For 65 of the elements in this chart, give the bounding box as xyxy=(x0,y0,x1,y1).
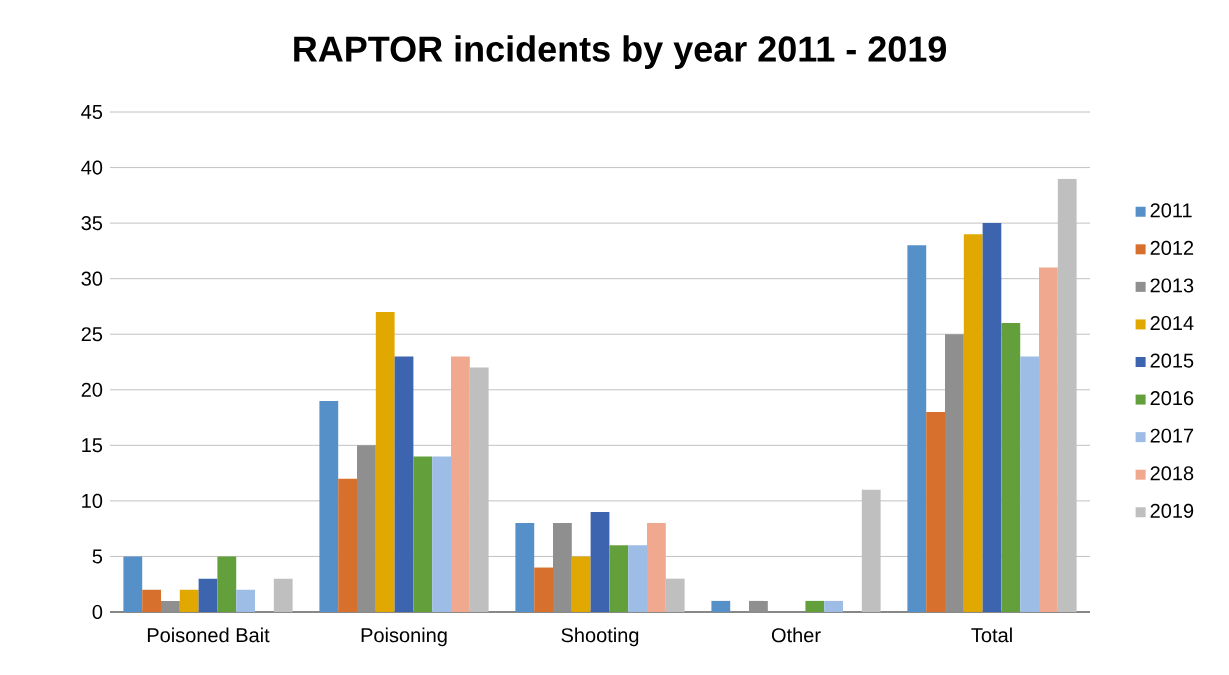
y-tick-label: 5 xyxy=(92,549,103,564)
bar xyxy=(963,234,983,612)
bar xyxy=(217,556,237,612)
bar xyxy=(357,445,376,612)
bar xyxy=(394,356,414,612)
legend-label: 2018 xyxy=(1150,466,1194,481)
y-tick-label: 35 xyxy=(81,216,103,231)
bar xyxy=(907,245,927,612)
bar xyxy=(319,400,339,612)
y-tick-label: 30 xyxy=(81,271,103,286)
x-tick-label: Other xyxy=(771,627,821,643)
bar xyxy=(609,545,629,612)
bar xyxy=(749,600,768,612)
bar xyxy=(515,523,535,612)
bar xyxy=(628,545,648,612)
y-tick-label: 25 xyxy=(81,327,103,342)
bar xyxy=(665,578,685,612)
bar xyxy=(161,600,180,612)
bar xyxy=(451,356,470,612)
bar xyxy=(571,556,591,612)
y-tick-label: 10 xyxy=(82,493,103,508)
legend-label: 2014 xyxy=(1150,315,1194,331)
bar xyxy=(1001,323,1021,612)
y-tick-label: 20 xyxy=(81,382,103,397)
bar xyxy=(982,223,1002,612)
bar xyxy=(553,523,572,612)
x-tick-label: Shooting xyxy=(561,627,639,647)
legend-label: 2019 xyxy=(1150,503,1194,518)
bar xyxy=(805,600,825,612)
bar xyxy=(375,312,395,612)
y-tick-label: 45 xyxy=(81,105,103,119)
bar xyxy=(926,412,946,612)
bar xyxy=(590,512,610,612)
bar xyxy=(179,589,199,612)
bar xyxy=(198,578,218,612)
bar xyxy=(945,334,964,612)
bar xyxy=(824,600,844,612)
y-tick-label: 15 xyxy=(82,438,103,453)
bar xyxy=(123,556,143,612)
bar xyxy=(142,589,162,612)
bar xyxy=(647,523,666,612)
legend-label: 2016 xyxy=(1150,391,1194,406)
legend-label: 2011 xyxy=(1150,203,1192,218)
legend-label: 2015 xyxy=(1150,353,1194,368)
bar xyxy=(413,456,433,612)
y-tick-label: 0 xyxy=(92,604,103,620)
bar xyxy=(338,478,358,612)
y-tick-label: 40 xyxy=(81,160,103,175)
bar xyxy=(273,578,293,612)
legend-label: 2017 xyxy=(1150,428,1194,443)
legend-label: 2013 xyxy=(1150,278,1194,293)
bar xyxy=(432,456,452,612)
bar xyxy=(1057,178,1077,612)
x-tick-label: Total xyxy=(971,627,1012,643)
bar xyxy=(534,567,554,612)
bar xyxy=(469,367,489,612)
bar xyxy=(711,600,731,612)
bar xyxy=(861,489,881,612)
bar xyxy=(1039,267,1058,612)
x-tick-label: Poisoned Bait xyxy=(147,627,270,643)
chart-title: RAPTOR incidents by year 2011 - 2019 xyxy=(294,35,947,69)
x-tick-label: Poisoning xyxy=(361,627,447,647)
bar xyxy=(236,589,255,612)
legend-label: 2012 xyxy=(1150,240,1194,255)
bar xyxy=(1020,356,1040,612)
